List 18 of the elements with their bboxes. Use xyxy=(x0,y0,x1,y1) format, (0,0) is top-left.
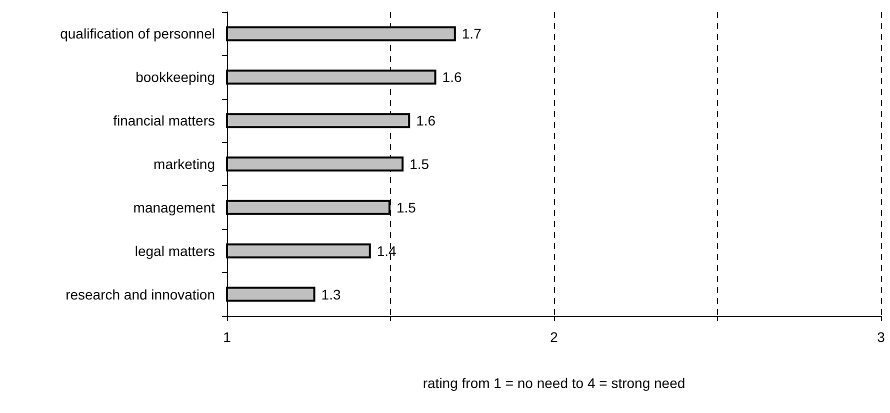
y-tick-label: management xyxy=(133,199,216,216)
y-tick-label: research and innovation xyxy=(66,286,215,302)
data-label: 1.6 xyxy=(416,112,436,129)
data-label: 1.6 xyxy=(442,69,462,86)
x-axis-title: rating from 1 = no need to 4 = strong need xyxy=(422,375,686,391)
y-tick-label: marketing xyxy=(154,156,215,172)
x-tick-label: 2 xyxy=(550,329,558,345)
data-label: 1.4 xyxy=(376,242,397,259)
y-tick-label: qualification of personnel xyxy=(60,26,215,42)
y-tick-label: financial matters xyxy=(113,112,215,129)
y-tick-label: legal matters xyxy=(134,242,215,259)
data-label: 1.3 xyxy=(321,286,341,302)
y-tick-label: bookkeeping xyxy=(136,69,215,86)
data-label: 1.5 xyxy=(396,199,416,216)
x-tick-label: 1 xyxy=(223,329,232,345)
data-label: 1.5 xyxy=(410,156,430,172)
data-label: 1.7 xyxy=(462,26,482,42)
x-tick-label: 3 xyxy=(877,329,886,345)
